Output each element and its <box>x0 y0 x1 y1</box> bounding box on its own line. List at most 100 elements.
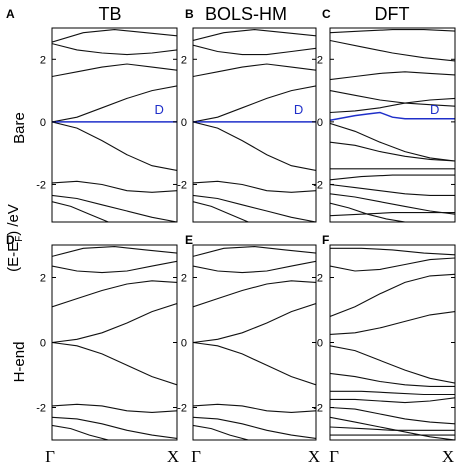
panel-D-band-2 <box>52 260 177 274</box>
panel-F-band-2 <box>330 257 455 272</box>
panel-C-band-2 <box>330 39 455 62</box>
panel-C-ytick-label: 0 <box>317 117 323 129</box>
x-tick-gamma-b: Γ <box>191 447 201 466</box>
panel-B-d-label: D <box>294 102 303 117</box>
panel-F-band-3 <box>330 273 455 318</box>
panel-F-ytick-label: 0 <box>317 338 323 350</box>
panel-A-bands <box>52 29 177 222</box>
panel-C-band-13 <box>330 212 455 217</box>
panel-C-band-3 <box>330 71 455 81</box>
panel-F-band-1 <box>330 247 455 256</box>
panel-B-band-8 <box>193 201 249 222</box>
panel-F-band-4 <box>330 311 455 335</box>
row-label-h-end: H-end <box>11 342 28 383</box>
panel-B-band-2 <box>193 44 316 56</box>
panel-B-ytick-label: -2 <box>177 179 187 191</box>
panel-D-frame <box>51 244 178 441</box>
panel-B-band-5 <box>193 121 316 171</box>
panel-E-band-3 <box>193 280 316 308</box>
column-title-bols-hm: BOLS-HM <box>205 4 287 24</box>
panel-C-band-11 <box>330 193 455 215</box>
panel-A-frame <box>51 27 178 223</box>
panel-F-band-11 <box>330 426 455 431</box>
panel-C-band-4 <box>330 90 455 107</box>
row-label-bare: Bare <box>11 112 28 144</box>
x-tick-x-c: X <box>442 447 454 466</box>
panel-A-band-3 <box>52 63 177 78</box>
panel-A: D A -2 0 2 <box>6 7 178 223</box>
panel-F-band-7 <box>330 390 455 396</box>
panel-D-band-7 <box>52 416 177 439</box>
panel-E-band-4 <box>193 302 316 344</box>
panel-D: D -2 0 2 <box>6 233 178 441</box>
panel-F: F -2 0 2 <box>313 233 456 441</box>
panel-D-letter: D <box>6 233 15 247</box>
panel-A-ytick-label: -2 <box>36 179 46 191</box>
panel-E-band-8 <box>193 424 249 440</box>
panel-F-band-10 <box>330 416 455 440</box>
panel-E-band-1 <box>193 246 316 257</box>
panel-A-band-8 <box>52 201 109 222</box>
panel-C-band-9 <box>330 174 455 181</box>
panel-D-bands <box>52 246 177 440</box>
column-title-tb: TB <box>98 4 121 24</box>
panel-E-ytick-label: 0 <box>181 338 187 350</box>
panel-E-band-2 <box>193 260 316 274</box>
panel-E-band-6 <box>193 403 316 413</box>
panel-A-ytick-label: 2 <box>40 54 46 66</box>
y-axis-label: (E-EF) /eV <box>5 204 25 272</box>
panel-C-band-6 <box>330 122 455 162</box>
panel-B-band-4 <box>193 85 316 123</box>
panel-B-frame <box>192 27 317 223</box>
panel-D-ytick-label: -2 <box>36 403 46 415</box>
panel-D-band-8 <box>52 424 109 440</box>
panel-E-frame <box>192 244 317 441</box>
panel-F-ytick-label: -2 <box>313 403 323 415</box>
panel-C-ytick-label: 2 <box>317 54 323 66</box>
panel-F-band-8 <box>330 397 455 404</box>
panel-D-band-3 <box>52 280 177 308</box>
panel-A-ytick-label: 0 <box>40 117 46 129</box>
x-tick-gamma-c: Γ <box>329 447 339 466</box>
panel-B-ytick-label: 0 <box>181 117 187 129</box>
panel-D-band-4 <box>52 302 177 344</box>
panel-A-band-1 <box>52 29 177 43</box>
panel-B-band-6 <box>193 180 316 193</box>
panel-A-band-7 <box>52 194 177 222</box>
panel-A-band-5 <box>52 121 177 171</box>
panel-D-ytick-label: 2 <box>40 273 46 285</box>
panel-A-band-4 <box>52 85 177 123</box>
panel-E-letter: E <box>185 233 193 247</box>
panel-B-bands <box>193 29 316 222</box>
panel-D-band-5 <box>52 341 177 386</box>
panel-C-d-band <box>330 111 455 122</box>
panel-C-band-5 <box>330 97 455 114</box>
y-axis-label-subscript: F <box>14 236 25 242</box>
panel-F-band-6 <box>330 372 455 387</box>
panel-C-ytick-label: -2 <box>313 179 323 191</box>
panel-B-band-3 <box>193 63 316 78</box>
panel-B-band-1 <box>193 29 316 42</box>
panel-E-ytick-label: -2 <box>177 403 187 415</box>
panel-C: D C -2 0 2 <box>313 7 456 223</box>
panel-B-band-7 <box>193 194 316 222</box>
panel-E-band-7 <box>193 416 316 439</box>
panel-C-frame <box>329 27 456 223</box>
panel-A-band-6 <box>52 180 177 193</box>
panel-C-bands <box>330 29 455 222</box>
panel-A-d-label: D <box>155 102 164 117</box>
panel-E: E -2 0 2 <box>177 233 317 441</box>
panel-C-band-7 <box>330 141 455 162</box>
panel-E-bands <box>193 246 316 440</box>
panel-F-band-5 <box>330 345 455 384</box>
panel-A-letter: A <box>6 7 15 21</box>
panel-A-band-2 <box>52 43 177 56</box>
panel-D-ytick-label: 0 <box>40 338 46 350</box>
panel-B-letter: B <box>185 7 194 21</box>
panel-F-frame <box>329 244 456 441</box>
panel-D-band-6 <box>52 403 177 413</box>
panel-E-ytick-label: 2 <box>181 273 187 285</box>
panel-C-d-label: D <box>430 102 439 117</box>
panel-E-band-5 <box>193 341 316 386</box>
